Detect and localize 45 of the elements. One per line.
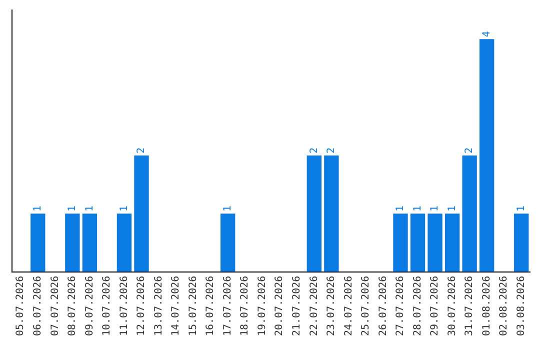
x-tick-label: 10.07.2026 xyxy=(102,276,113,336)
x-tick-label: 12.07.2026 xyxy=(136,276,148,336)
data-label: 1 xyxy=(67,206,78,212)
x-tick-label: 14.07.2026 xyxy=(170,276,182,336)
x-tick-label: 02.08.2026 xyxy=(498,276,510,336)
data-label: 2 xyxy=(308,147,320,154)
x-tick-label: 09.07.2026 xyxy=(84,276,96,336)
x-tick-label: 03.08.2026 xyxy=(516,276,527,336)
x-tick-label: 24.07.2026 xyxy=(343,276,354,336)
data-label: 1 xyxy=(222,206,234,212)
data-label: 1 xyxy=(84,206,96,212)
x-tick-label: 20.07.2026 xyxy=(274,276,286,336)
x-tick-label: 16.07.2026 xyxy=(205,276,216,336)
data-label: 1 xyxy=(446,206,458,212)
x-tick-label: 26.07.2026 xyxy=(378,276,389,336)
x-tick-label: 18.07.2026 xyxy=(240,276,251,336)
x-tick-label: 25.07.2026 xyxy=(360,276,372,336)
x-tick-label: 13.07.2026 xyxy=(153,276,164,336)
x-tick-label: 15.07.2026 xyxy=(188,276,199,336)
x-tick-label: 22.07.2026 xyxy=(308,276,320,336)
x-tick-label: 21.07.2026 xyxy=(291,276,302,336)
x-tick-label: 05.07.2026 xyxy=(15,276,26,336)
data-label: 2 xyxy=(326,147,338,154)
x-tick-label: 31.07.2026 xyxy=(464,276,476,336)
data-label: 1 xyxy=(430,206,441,212)
x-tick-label: 17.07.2026 xyxy=(222,276,234,336)
x-tick-label: 23.07.2026 xyxy=(326,276,338,336)
x-tick-label: 27.07.2026 xyxy=(395,276,406,336)
x-tick-label: 29.07.2026 xyxy=(430,276,441,336)
data-label: 1 xyxy=(516,206,527,212)
data-label: 2 xyxy=(464,147,476,154)
x-tick-label: 30.07.2026 xyxy=(446,276,458,336)
data-label: 1 xyxy=(395,206,406,212)
data-label: 1 xyxy=(118,206,130,212)
x-tick-label: 07.07.2026 xyxy=(50,276,61,336)
data-label: 1 xyxy=(412,206,424,212)
x-tick-label: 08.07.2026 xyxy=(67,276,78,336)
x-tick-label: 06.07.2026 xyxy=(32,276,44,336)
data-label: 2 xyxy=(136,147,148,154)
x-tick-label: 19.07.2026 xyxy=(256,276,268,336)
data-label: 4 xyxy=(481,31,492,38)
data-label: 1 xyxy=(32,206,44,212)
x-tick-label: 01.08.2026 xyxy=(481,276,492,336)
x-tick-label: 28.07.2026 xyxy=(412,276,424,336)
x-tick-label: 11.07.2026 xyxy=(118,276,130,336)
